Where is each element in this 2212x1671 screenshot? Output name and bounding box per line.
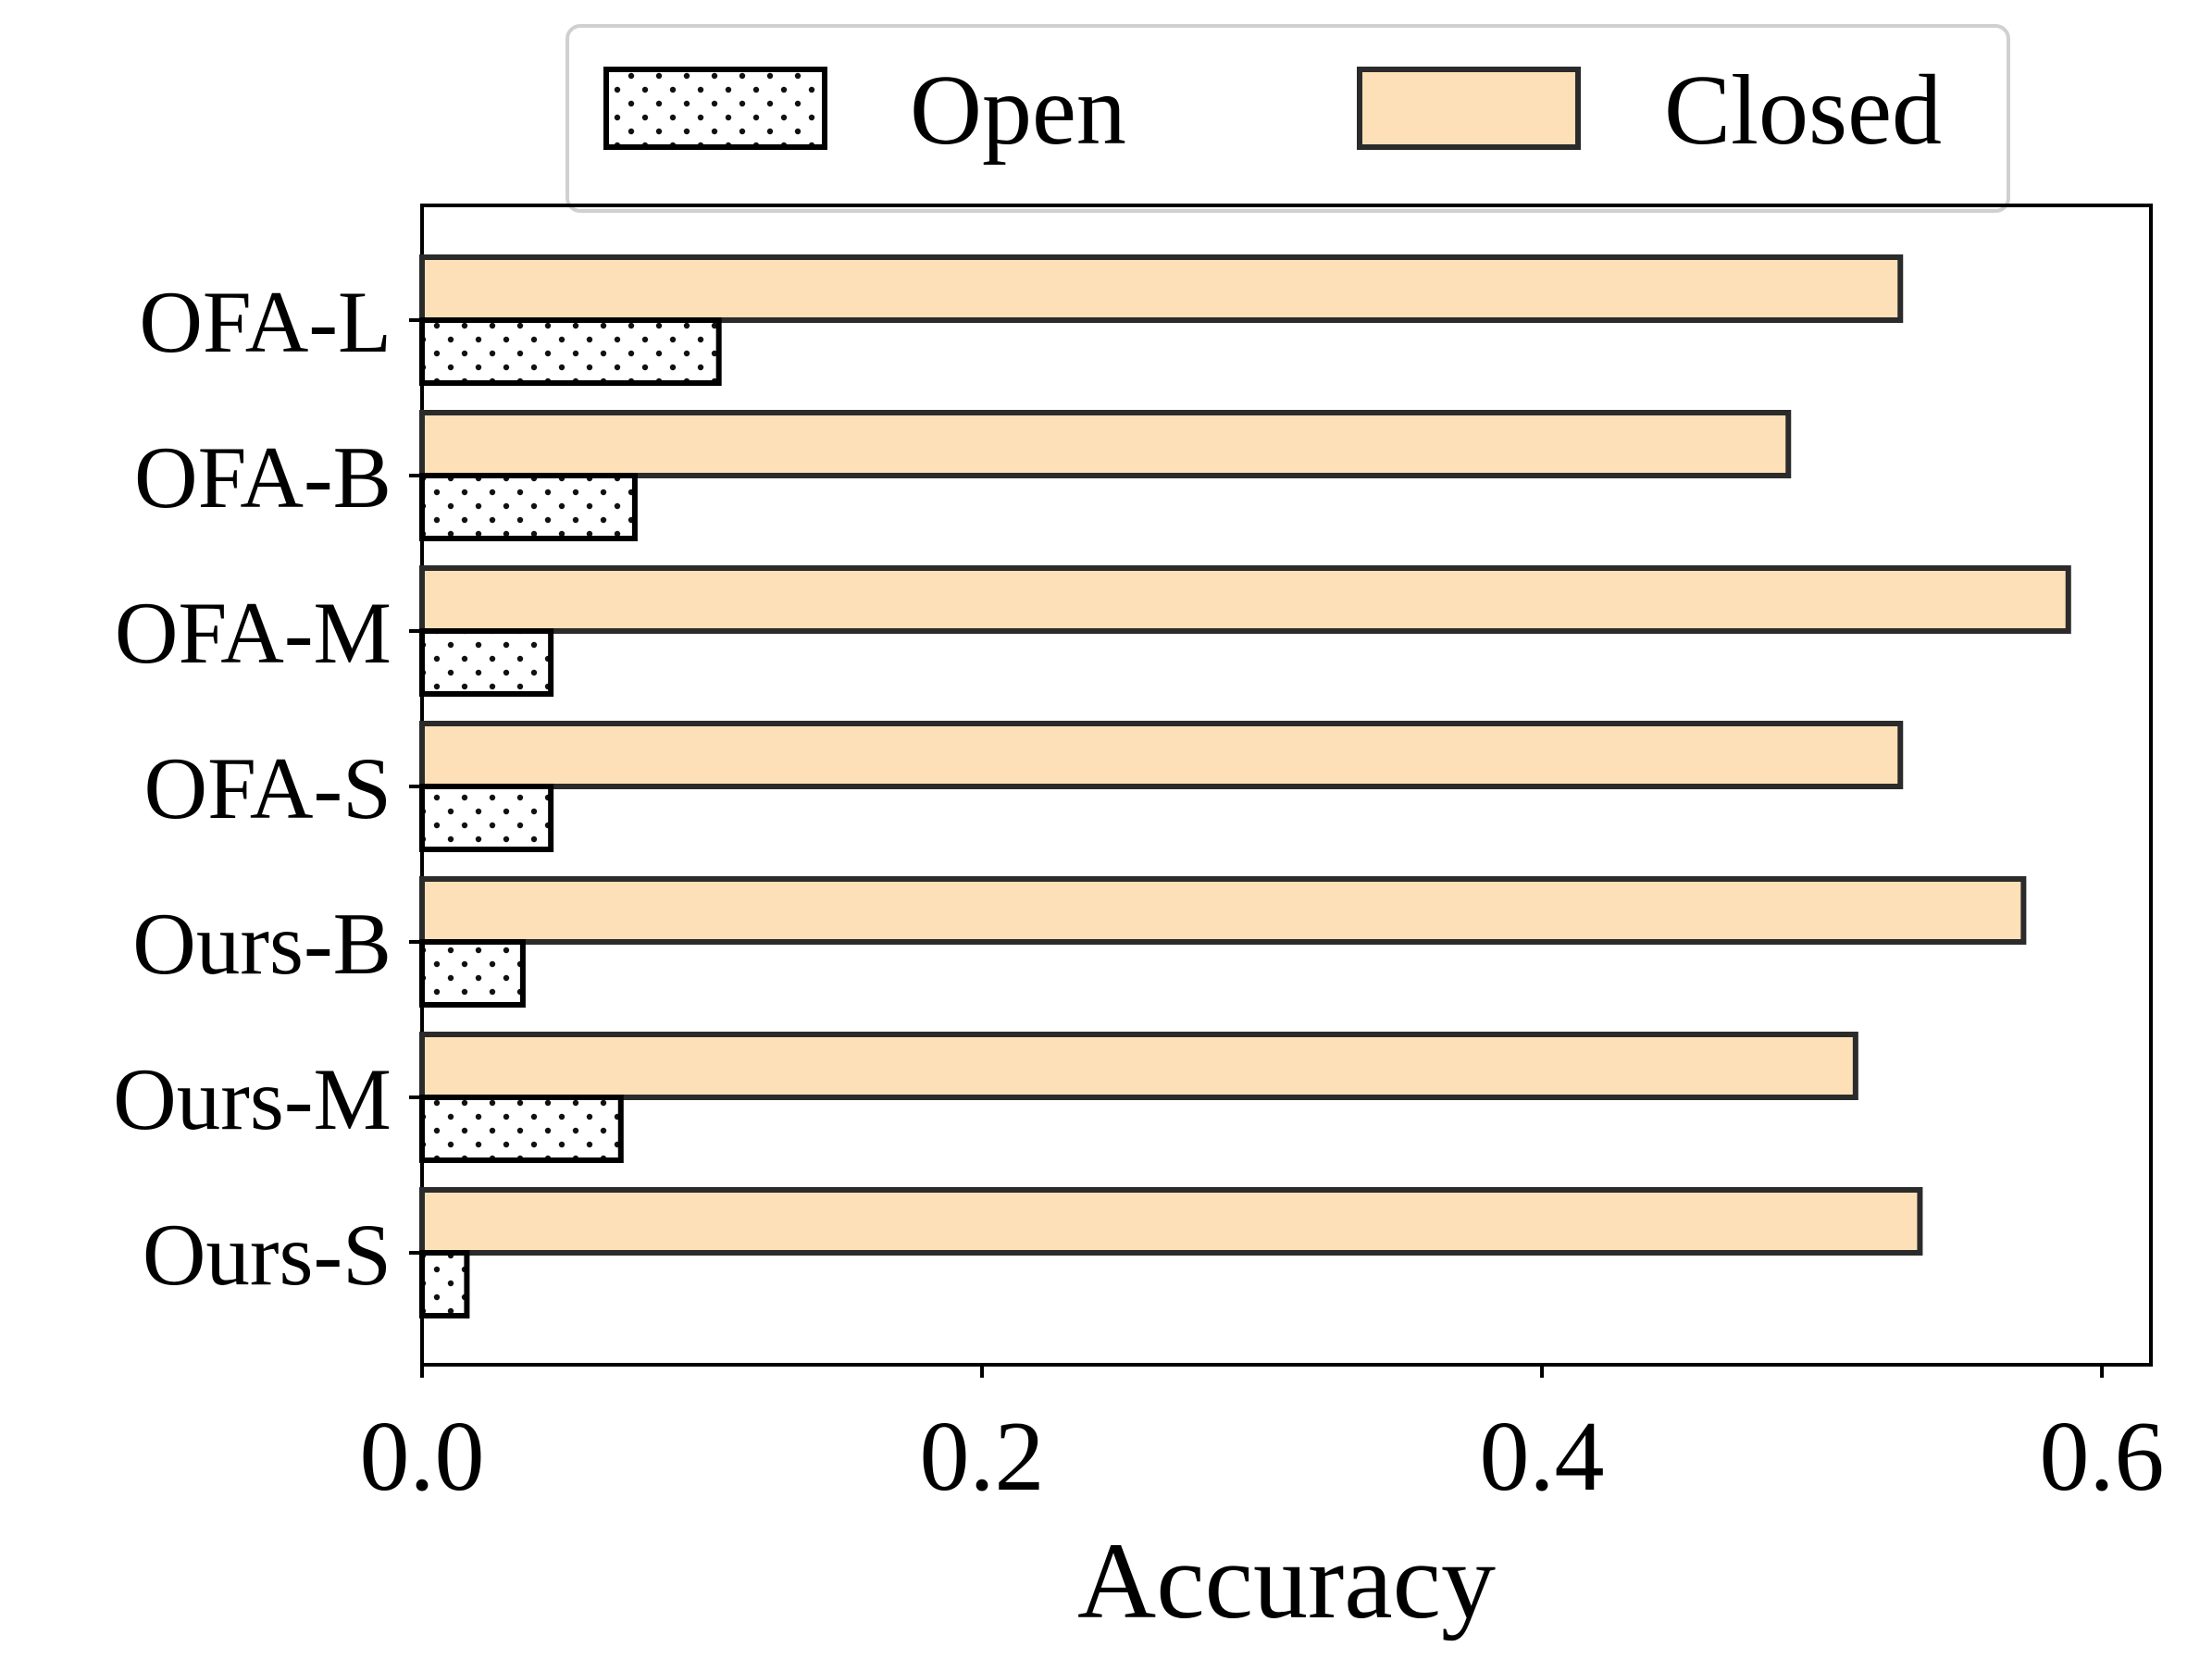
bar-closed-ofa-b [419,410,1792,478]
legend-label-open: Open [910,56,1126,166]
bar-closed-ofa-m [419,565,2071,634]
x-tick-label: 0.6 [2040,1402,2165,1512]
x-tick-label: 0.0 [360,1402,485,1512]
legend-swatch-closed [1357,67,1581,150]
y-tick-label: Ours-M [113,1050,391,1148]
bars [419,254,2071,1318]
bar-closed-ofa-s [419,721,1904,789]
bar-open-ofa-l [419,317,722,386]
bar-open-ours-m [419,1095,624,1163]
y-tick-label: OFA-M [115,584,391,682]
legend: Open Closed [565,24,2010,213]
bar-open-ofa-b [419,473,638,541]
bar-closed-ours-b [419,876,2027,945]
legend-label-closed: Closed [1664,56,1942,166]
bar-open-ofa-m [419,628,554,697]
y-axis: OFA-L OFA-B OFA-M OFA-S Ours-B Ours-M Ours-S [113,273,422,1304]
bar-closed-ours-s [419,1187,1923,1256]
y-tick-label: Ours-S [143,1206,391,1304]
bar-open-ours-s [419,1250,470,1318]
x-tick-label: 0.4 [1480,1402,1605,1512]
bar-open-ours-b [419,939,526,1008]
y-tick-label: OFA-L [139,273,391,371]
bar-closed-ours-m [419,1032,1858,1100]
legend-frame [565,24,2010,213]
y-tick-label: OFA-B [134,428,391,526]
bar-closed-ofa-l [419,254,1904,323]
x-tick-label: 0.2 [920,1402,1045,1512]
x-axis-label: Accuracy [1077,1520,1496,1641]
x-axis: 0.0 0.2 0.4 0.6 [360,1365,2165,1512]
y-tick-label: Ours-B [132,895,391,993]
y-tick-label: OFA-S [144,739,391,837]
legend-swatch-open [603,67,827,150]
bar-open-ofa-s [419,784,554,852]
